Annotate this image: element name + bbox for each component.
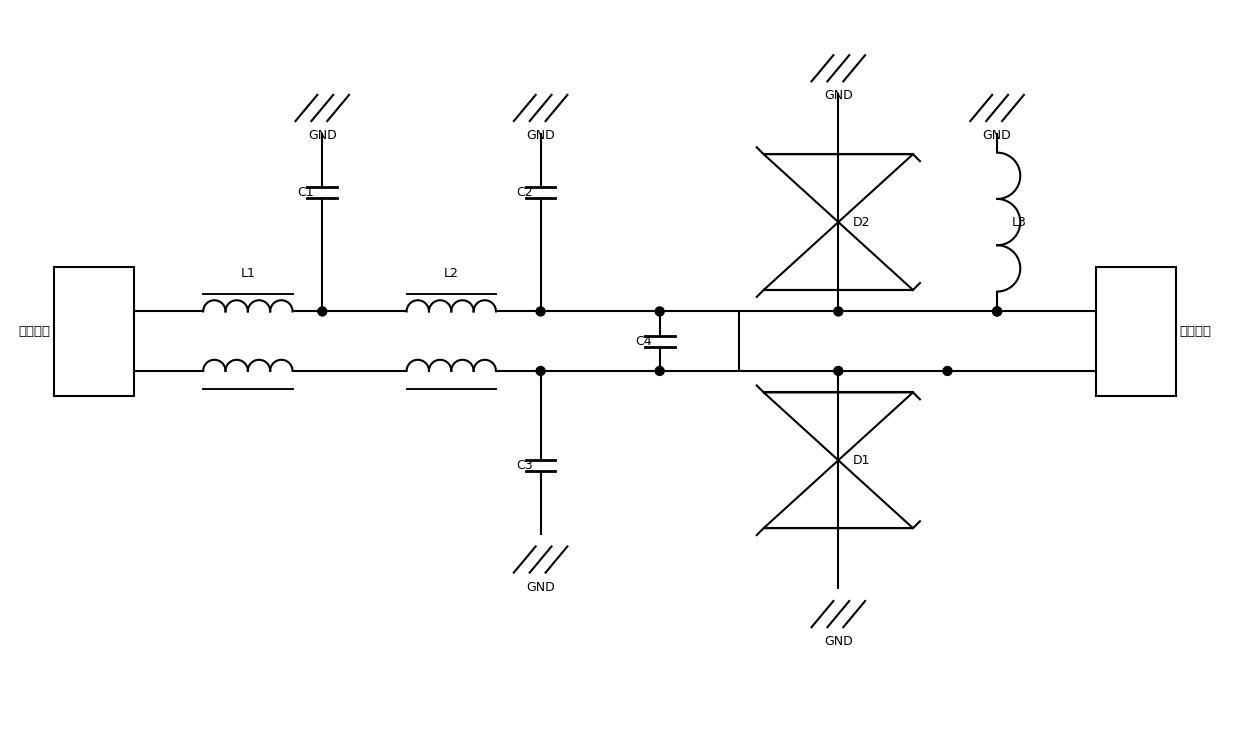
Circle shape [536,307,546,316]
Text: 信号输出: 信号输出 [1179,325,1211,338]
Text: L2: L2 [444,267,459,280]
Text: D2: D2 [853,216,870,229]
Circle shape [993,307,1002,316]
Text: 信号输入: 信号输入 [19,325,51,338]
Circle shape [833,366,843,376]
Text: D1: D1 [853,454,870,467]
Text: GND: GND [308,129,336,142]
Text: GND: GND [526,129,556,142]
Text: GND: GND [823,635,853,648]
Text: C3: C3 [516,459,533,471]
Circle shape [536,366,546,376]
Text: GND: GND [823,89,853,102]
Text: GND: GND [983,129,1012,142]
Circle shape [944,366,952,376]
Text: L3: L3 [1012,216,1027,229]
Circle shape [655,307,665,316]
Text: C2: C2 [516,186,533,199]
Circle shape [655,366,665,376]
Text: GND: GND [526,580,556,594]
Circle shape [993,307,1002,316]
Text: C1: C1 [298,186,315,199]
Bar [1096,267,1176,395]
Text: C4: C4 [635,335,652,348]
Bar [55,267,134,395]
Circle shape [833,307,843,316]
Circle shape [317,307,327,316]
Text: L1: L1 [241,267,255,280]
